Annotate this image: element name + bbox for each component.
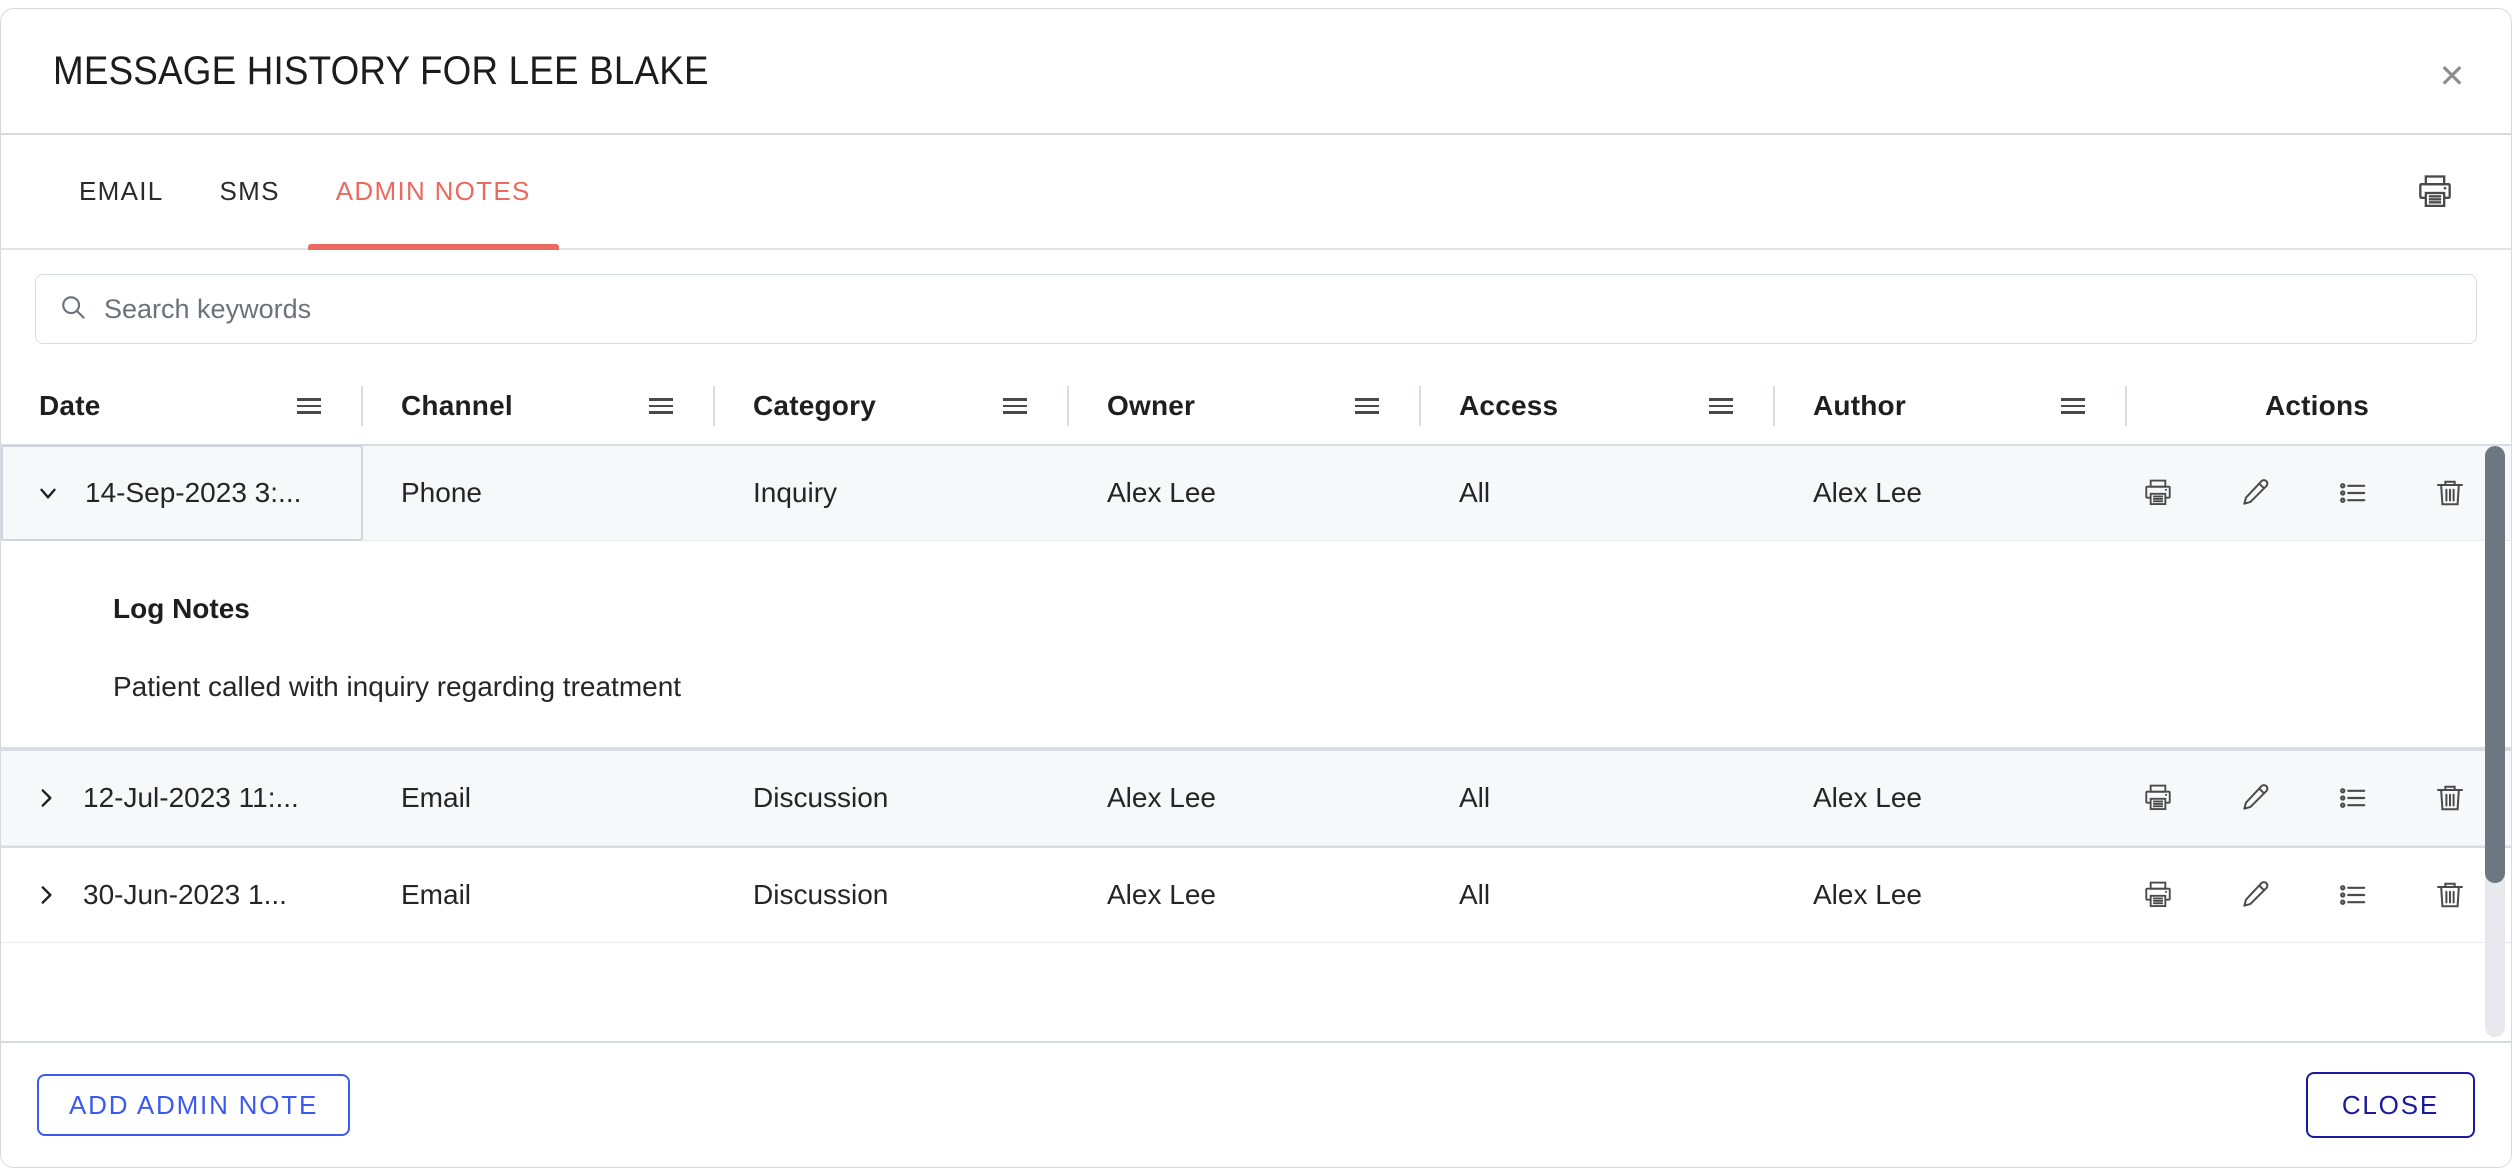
cell-channel: Email <box>401 782 472 813</box>
cell-author: Alex Lee <box>1813 477 1922 508</box>
scrollbar-thumb[interactable] <box>2485 446 2505 884</box>
table-row[interactable]: 12-Jul-2023 11:... Email Discussion Alex… <box>1 749 2511 846</box>
cell-channel: Email <box>401 879 472 910</box>
table-row[interactable]: 14-Sep-2023 3:... Phone Inquiry Alex Lee… <box>1 444 2511 541</box>
column-header-access[interactable]: Access <box>1421 368 1775 444</box>
column-header-actions: Actions <box>2264 390 2370 421</box>
cell-author: Alex Lee <box>1813 879 1922 910</box>
log-list-icon[interactable] <box>2322 462 2384 524</box>
cell-access: All <box>1459 477 1491 508</box>
cell-access: All <box>1459 782 1491 813</box>
page-title: MESSAGE HISTORY FOR LEE BLAKE <box>53 48 709 93</box>
hamburger-menu-icon[interactable] <box>649 398 673 414</box>
chevron-right-icon[interactable] <box>23 785 69 811</box>
cell-access: All <box>1459 879 1491 910</box>
print-icon[interactable] <box>2127 767 2189 829</box>
notes-table: Date Channel Category Owner Access Autho… <box>1 368 2511 1041</box>
column-header-owner[interactable]: Owner <box>1069 368 1421 444</box>
cell-date[interactable]: 30-Jun-2023 1... <box>1 848 363 942</box>
search-box[interactable] <box>35 274 2477 344</box>
edit-pencil-icon[interactable] <box>2224 767 2286 829</box>
cell-date[interactable]: 12-Jul-2023 11:... <box>1 751 363 845</box>
tab-admin-notes-label: ADMIN NOTES <box>335 176 531 206</box>
cell-actions <box>2127 446 2507 540</box>
cell-category: Discussion <box>753 782 889 813</box>
search-input[interactable] <box>104 293 2454 325</box>
tab-sms-label: SMS <box>219 176 280 206</box>
column-header-author[interactable]: Author <box>1775 368 2127 444</box>
log-list-icon[interactable] <box>2322 864 2384 926</box>
hamburger-menu-icon[interactable] <box>297 398 321 414</box>
search-bar <box>1 250 2511 368</box>
close-button[interactable]: CLOSE <box>2305 1072 2475 1138</box>
tab-email-label: EMAIL <box>79 176 164 206</box>
cell-date-text: 12-Jul-2023 11:... <box>83 782 299 813</box>
dialog-footer: ADD ADMIN NOTE CLOSE <box>1 1041 2511 1167</box>
cell-owner: Alex Lee <box>1107 782 1216 813</box>
close-x-icon[interactable]: ✕ <box>2438 58 2466 94</box>
print-icon[interactable] <box>2127 462 2189 524</box>
table-row[interactable]: 30-Jun-2023 1... Email Discussion Alex L… <box>1 846 2511 943</box>
message-history-dialog: MESSAGE HISTORY FOR LEE BLAKE ✕ EMAIL SM… <box>0 8 2512 1168</box>
delete-trash-icon[interactable] <box>2419 767 2481 829</box>
cell-date[interactable]: 14-Sep-2023 3:... <box>1 445 363 541</box>
print-icon[interactable] <box>2127 864 2189 926</box>
column-header-channel[interactable]: Channel <box>363 368 715 444</box>
tab-bar: EMAIL SMS ADMIN NOTES <box>1 135 2511 250</box>
cell-owner: Alex Lee <box>1107 477 1216 508</box>
table-vertical-scrollbar[interactable] <box>2485 446 2505 1037</box>
hamburger-menu-icon[interactable] <box>2061 398 2085 414</box>
detail-text: Patient called with inquiry regarding tr… <box>113 671 682 702</box>
cell-actions <box>2127 751 2507 845</box>
cell-author: Alex Lee <box>1813 782 1922 813</box>
table-body: 14-Sep-2023 3:... Phone Inquiry Alex Lee… <box>1 444 2511 1041</box>
cell-date-text: 14-Sep-2023 3:... <box>85 477 302 508</box>
column-header-category[interactable]: Category <box>715 368 1069 444</box>
tab-email[interactable]: EMAIL <box>51 135 192 248</box>
search-icon <box>58 292 88 327</box>
edit-pencil-icon[interactable] <box>2224 864 2286 926</box>
cell-channel: Phone <box>401 477 482 508</box>
hamburger-menu-icon[interactable] <box>1709 398 1733 414</box>
chevron-down-icon[interactable] <box>25 480 71 506</box>
cell-owner: Alex Lee <box>1107 879 1216 910</box>
row-detail-panel: Log Notes Patient called with inquiry re… <box>1 541 2511 749</box>
dialog-header: MESSAGE HISTORY FOR LEE BLAKE ✕ <box>1 9 2511 135</box>
add-admin-note-button[interactable]: ADD ADMIN NOTE <box>37 1074 351 1136</box>
log-list-icon[interactable] <box>2322 767 2384 829</box>
cell-actions <box>2127 848 2507 942</box>
column-header-date[interactable]: Date <box>1 368 363 444</box>
printer-icon[interactable] <box>2407 164 2463 220</box>
table-header-row: Date Channel Category Owner Access Autho… <box>1 368 2511 444</box>
cell-category: Inquiry <box>753 477 838 508</box>
tab-admin-notes[interactable]: ADMIN NOTES <box>307 135 559 250</box>
delete-trash-icon[interactable] <box>2419 864 2481 926</box>
hamburger-menu-icon[interactable] <box>1355 398 1379 414</box>
delete-trash-icon[interactable] <box>2419 462 2481 524</box>
cell-date-text: 30-Jun-2023 1... <box>83 879 287 910</box>
hamburger-menu-icon[interactable] <box>1003 398 1027 414</box>
edit-pencil-icon[interactable] <box>2224 462 2286 524</box>
tab-sms[interactable]: SMS <box>192 135 308 248</box>
chevron-right-icon[interactable] <box>23 882 69 908</box>
cell-category: Discussion <box>753 879 889 910</box>
detail-heading: Log Notes <box>113 593 250 624</box>
